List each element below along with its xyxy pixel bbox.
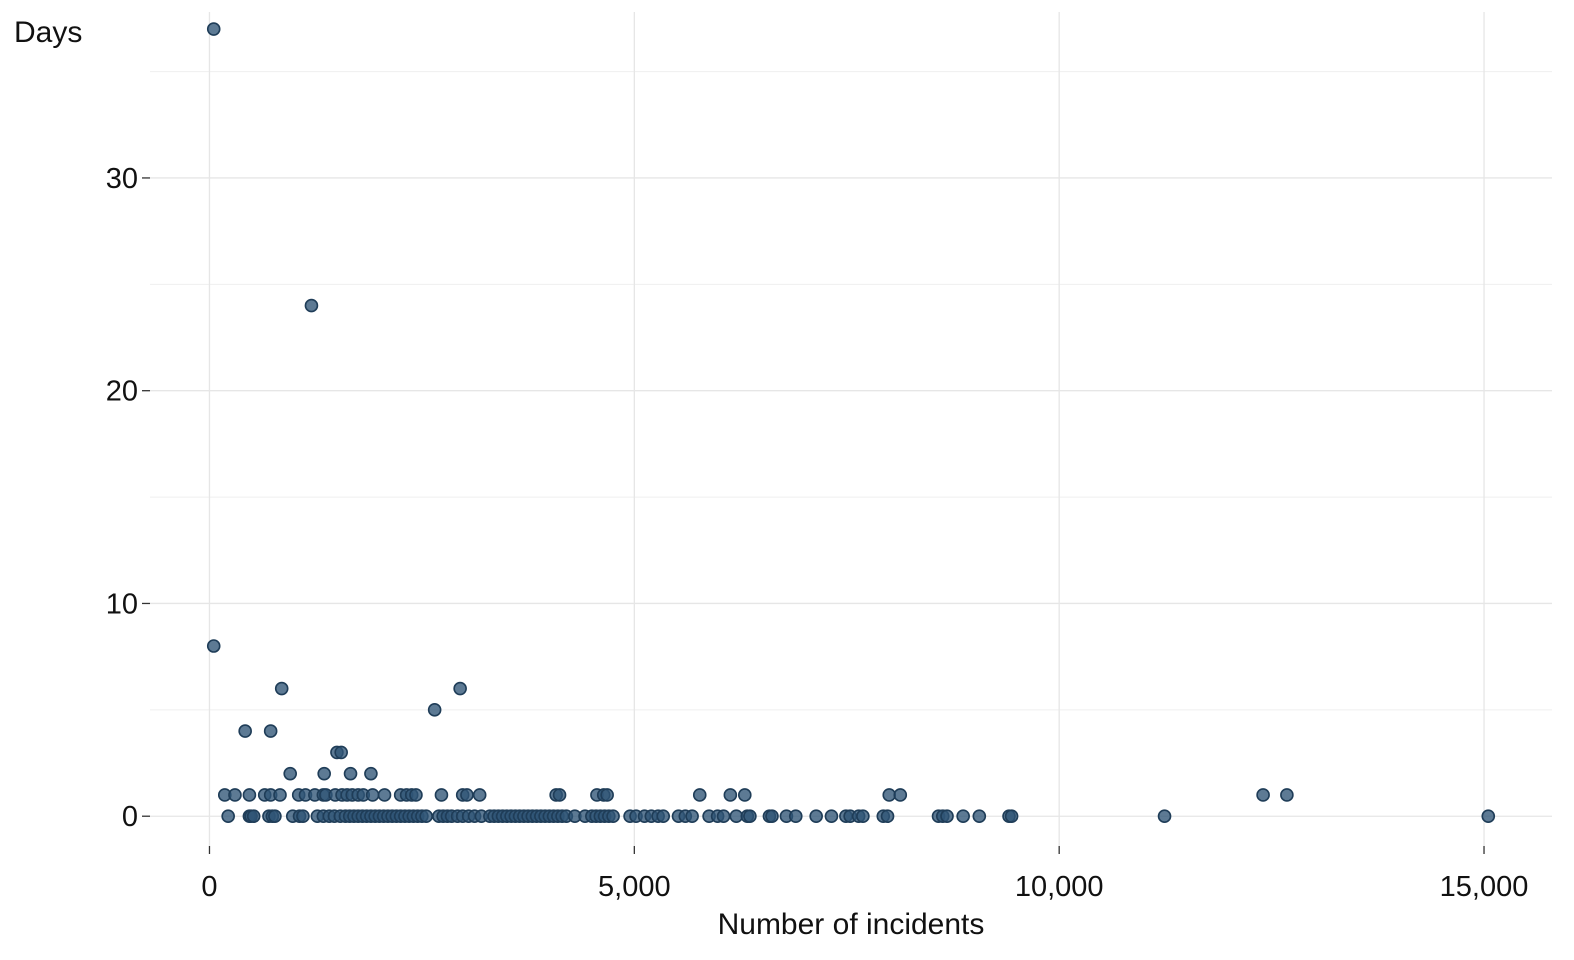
data-point (729, 809, 744, 824)
data-point (419, 809, 433, 824)
data-point (743, 809, 757, 824)
data-point (268, 809, 282, 824)
y-tick-label: 20 (106, 376, 138, 408)
x-tick-label: 15,000 (1440, 871, 1529, 903)
grid-layer (150, 12, 1552, 846)
data-point (972, 809, 987, 824)
data-point (1481, 809, 1496, 824)
x-tick-label: 10,000 (1015, 871, 1104, 903)
x-tick-label: 5,000 (598, 871, 671, 903)
data-point (723, 788, 738, 802)
data-point (242, 788, 257, 802)
data-point (304, 298, 319, 313)
data-point (940, 809, 954, 824)
data-point (283, 766, 298, 781)
data-point (882, 788, 897, 802)
data-point (377, 788, 392, 802)
points-layer (206, 22, 1496, 824)
data-point (364, 766, 378, 781)
y-axis-title: Days (14, 16, 82, 49)
data-point (246, 809, 261, 824)
data-point (1157, 809, 1172, 824)
data-point (409, 788, 423, 802)
y-tick-label: 30 (106, 163, 138, 195)
data-point (317, 766, 331, 781)
data-point (472, 788, 487, 802)
data-point (656, 809, 671, 824)
data-point (737, 788, 752, 802)
data-point (343, 766, 358, 781)
x-axis-title: Number of incidents (718, 908, 985, 941)
data-point (956, 809, 970, 824)
data-point (206, 22, 221, 36)
data-point (365, 788, 380, 802)
data-point (434, 788, 449, 802)
data-point (228, 788, 242, 802)
data-point (1280, 788, 1294, 802)
data-point (460, 788, 474, 802)
data-point (274, 681, 289, 696)
data-point (685, 809, 699, 824)
data-point (809, 809, 823, 824)
data-point (296, 809, 310, 824)
data-point (1004, 809, 1019, 824)
data-point (453, 681, 467, 696)
ticks-layer: 0 10 20 30 0 5,000 10,000 15,000 (106, 163, 1529, 903)
data-point (427, 703, 442, 717)
x-tick-label: 0 (201, 871, 217, 903)
data-point (263, 724, 278, 738)
data-point (856, 809, 870, 824)
data-point (221, 809, 235, 824)
data-point (606, 809, 620, 824)
y-tick-label: 10 (106, 588, 138, 620)
data-point (824, 809, 839, 824)
data-point (788, 809, 803, 824)
data-point (552, 788, 567, 802)
data-point (893, 788, 908, 802)
data-point (238, 724, 252, 738)
data-point (273, 788, 287, 802)
data-point (880, 809, 895, 824)
data-point (765, 809, 779, 824)
y-tick-label: 0 (122, 801, 138, 833)
data-point (206, 639, 221, 653)
data-point (716, 809, 731, 824)
data-point (600, 788, 614, 802)
data-point (1256, 788, 1270, 802)
data-point (334, 745, 348, 760)
data-point (692, 788, 707, 802)
